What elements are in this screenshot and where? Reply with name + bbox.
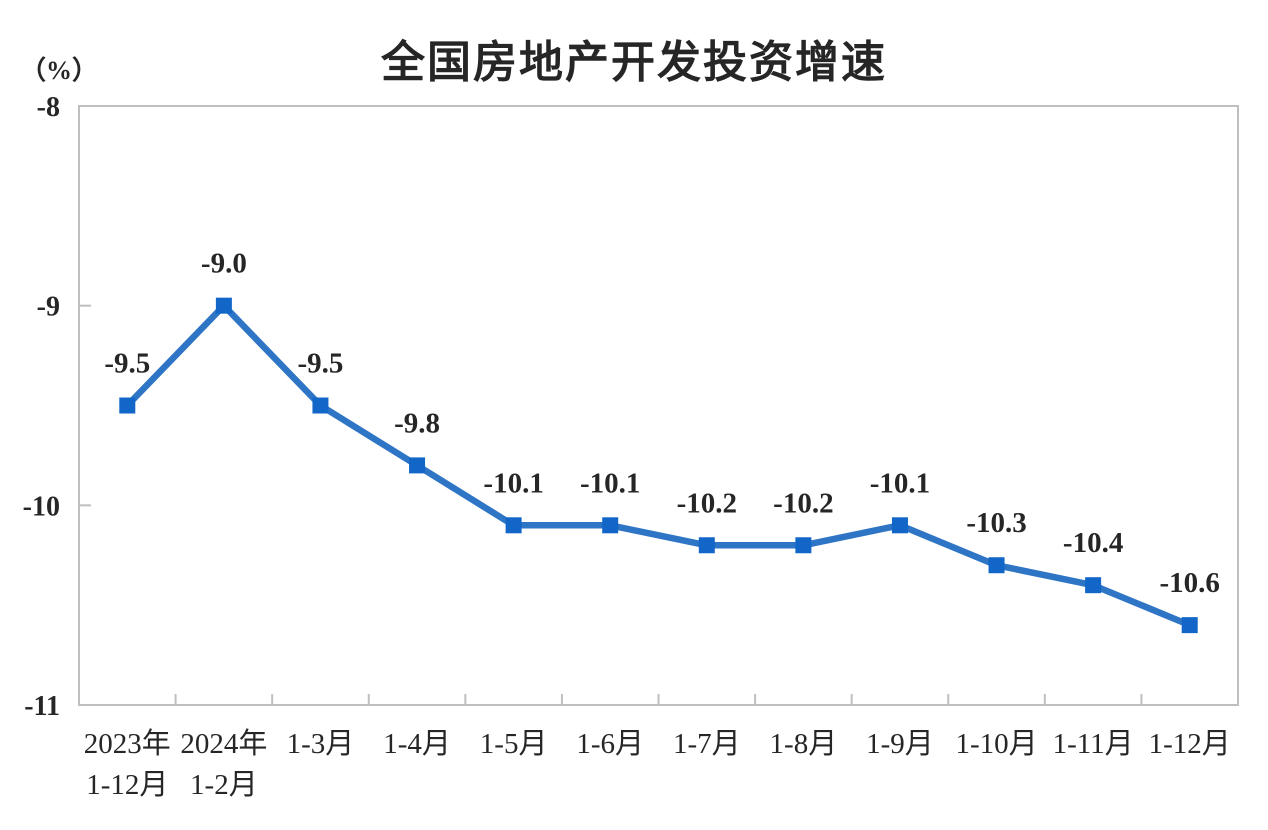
data-point-marker (119, 397, 136, 414)
data-point-marker (602, 517, 619, 534)
y-axis-unit-label: （%） (20, 56, 99, 85)
data-point-label: -10.1 (870, 467, 930, 499)
y-axis-label: -10 (23, 491, 60, 522)
data-point-marker (1181, 617, 1198, 634)
x-axis-label: 1-8月 (770, 728, 838, 760)
y-axis-label: -9 (37, 292, 60, 323)
x-axis-label: 1-11月 (1053, 728, 1134, 760)
data-point-label: -10.2 (677, 487, 737, 519)
data-point-marker (795, 537, 812, 554)
data-point-label: -10.4 (1063, 527, 1123, 559)
data-point-marker (215, 297, 232, 314)
chart-title: 全国房地产开发投资增速 (381, 38, 887, 87)
x-axis-label: 1-6月 (576, 728, 644, 760)
x-axis-label: 1-7月 (673, 728, 741, 760)
data-point-label: -10.1 (483, 467, 543, 499)
x-axis-label: 1-12月 (1149, 728, 1231, 760)
data-point-marker (312, 397, 329, 414)
data-point-marker (698, 537, 715, 554)
data-point-label: -10.1 (580, 467, 640, 499)
x-axis-label: 1-3月 (287, 728, 355, 760)
data-point-label: -10.6 (1159, 567, 1219, 599)
data-point-marker (891, 517, 908, 534)
data-point-marker (1085, 577, 1102, 594)
data-point-label: -9.0 (201, 248, 247, 280)
x-axis-label: 1-2月 (190, 769, 258, 801)
data-point-label: -10.2 (773, 487, 833, 519)
series-line (124, 302, 1193, 629)
data-point-label: -9.5 (104, 348, 150, 380)
x-axis-label: 1-9月 (866, 728, 934, 760)
data-point-label: -10.3 (966, 507, 1026, 539)
plot-frame (78, 105, 1239, 706)
data-point-marker (409, 457, 426, 474)
y-axis-label: -8 (37, 92, 60, 123)
data-point-label: -9.8 (394, 407, 440, 439)
data-point-label: -9.5 (297, 348, 343, 380)
y-axis-label: -11 (24, 691, 60, 722)
x-axis-label: 1-10月 (955, 728, 1037, 760)
x-axis-label: 1-5月 (480, 728, 548, 760)
x-axis-label: 1-4月 (383, 728, 451, 760)
x-axis-label: 2023年 (84, 727, 171, 760)
data-point-marker (505, 517, 522, 534)
data-point-marker (988, 557, 1005, 574)
x-axis-label: 2024年 (180, 727, 267, 760)
x-axis-label: 1-12月 (86, 769, 168, 801)
